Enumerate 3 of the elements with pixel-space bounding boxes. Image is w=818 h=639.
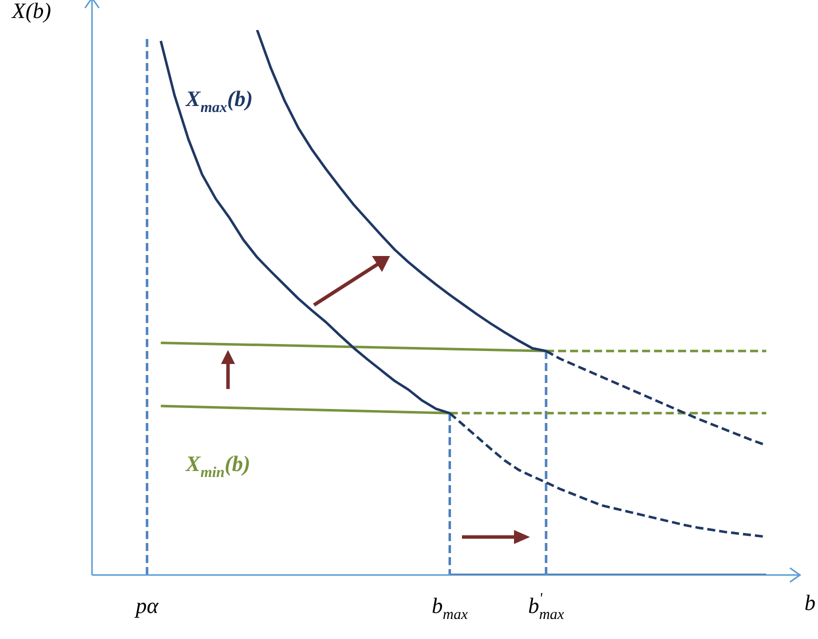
x-tick-label: pα bbox=[134, 593, 159, 618]
y-axis-title: X(b) bbox=[11, 0, 52, 23]
x-axis-title: b bbox=[804, 590, 816, 615]
